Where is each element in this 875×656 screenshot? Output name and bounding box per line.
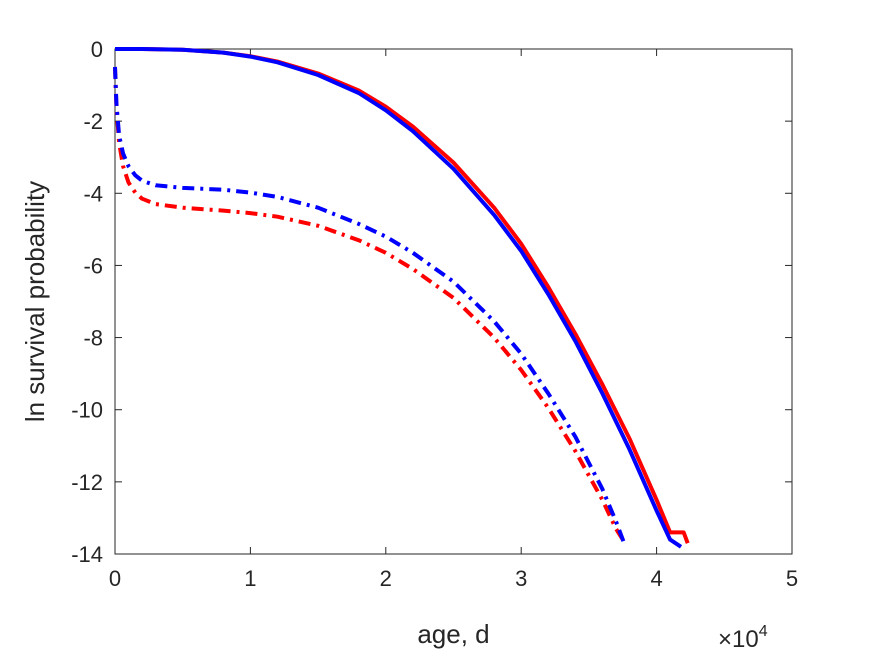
x-axis-label: age, d [417,619,489,649]
x-tick-label: 3 [515,566,527,591]
y-tick-label: -6 [83,253,103,278]
y-tick-label: -4 [83,181,103,206]
series-layer [113,47,690,549]
y-tick-label: -8 [83,326,103,351]
series-line-3 [113,66,625,541]
y-axis-label: ln survival probability [20,181,50,422]
x-axis-multiplier: ×104 [718,623,768,653]
series-line-2 [115,47,683,549]
x-tick-label: 0 [109,566,121,591]
x-axis-multiplier-base: ×10 [718,626,759,653]
x-axis: 0 1 2 3 4 5 [109,49,798,591]
y-tick-label: -12 [71,470,103,495]
y-tick-label: -14 [71,542,103,567]
x-tick-label: 2 [380,566,392,591]
x-tick-label: 1 [244,566,256,591]
series-line-4 [113,66,628,548]
x-tick-label: 4 [650,566,662,591]
y-tick-label: -2 [83,109,103,134]
x-tick-label: 5 [786,566,798,591]
x-axis-multiplier-exponent: 4 [759,623,768,640]
y-tick-label: 0 [91,37,103,62]
plot-area [114,48,793,555]
y-tick-label: -10 [71,398,103,423]
